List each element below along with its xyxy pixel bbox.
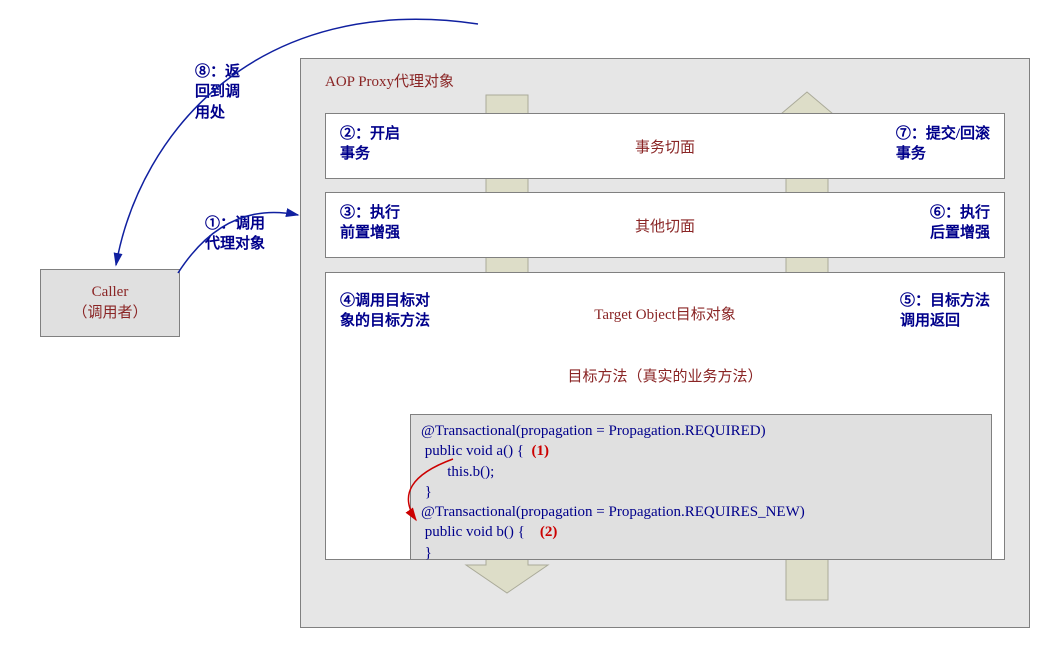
step5-l2: 调用返回 [900, 313, 960, 329]
proxy-title: AOP Proxy代理对象 [325, 70, 454, 91]
label-call-proxy: ①：调用 代理对象 [205, 214, 265, 255]
step7-l1: ⑦：提交/回滚 [896, 126, 990, 142]
row-other-aspect: ③：执行 前置增强 其他切面 ⑥：执行 后置增强 [325, 192, 1005, 258]
step6-l1: ⑥：执行 [930, 205, 990, 221]
code-l5: @Transactional(propagation = Propagation… [421, 502, 981, 522]
step7-l2: 事务 [896, 146, 926, 162]
step6-label: ⑥：执行 后置增强 [930, 203, 990, 244]
code-l6: public void b() { (2) [421, 522, 981, 542]
return-l3: 用处 [195, 105, 225, 121]
step7-label: ⑦：提交/回滚 事务 [896, 124, 990, 165]
call-proxy-l1: ①：调用 [205, 216, 265, 232]
return-l1: ⑧：返 [195, 64, 240, 80]
return-l2: 回到调 [195, 84, 240, 100]
code-l2: public void a() { (1) [421, 441, 981, 461]
call-proxy-l2: 代理对象 [205, 236, 265, 252]
row-tx-aspect: ②：开启 事务 事务切面 ⑦：提交/回滚 事务 [325, 113, 1005, 179]
code-box: @Transactional(propagation = Propagation… [410, 414, 992, 560]
code-l7: } [421, 543, 981, 563]
caller-box: Caller （调用者） [40, 269, 180, 337]
caller-l1: Caller [41, 284, 179, 301]
target-method-text: 目标方法（真实的业务方法） [326, 365, 1004, 386]
step5-l1: ⑤：目标方法 [900, 293, 990, 309]
caller-l2: （调用者） [41, 301, 179, 322]
code-l4: } [421, 482, 981, 502]
step6-l2: 后置增强 [930, 225, 990, 241]
label-return-call: ⑧：返 回到调 用处 [195, 62, 240, 123]
step5-label: ⑤：目标方法 调用返回 [900, 291, 990, 332]
code-l1: @Transactional(propagation = Propagation… [421, 421, 981, 441]
code-l3: this.b(); [421, 462, 981, 482]
diagram-stage: AOP Proxy代理对象 ②：开启 事务 事务切面 ⑦：提交/回滚 事务 ③：… [0, 0, 1052, 648]
other-aspect-text: 其他切面 [326, 215, 1004, 236]
